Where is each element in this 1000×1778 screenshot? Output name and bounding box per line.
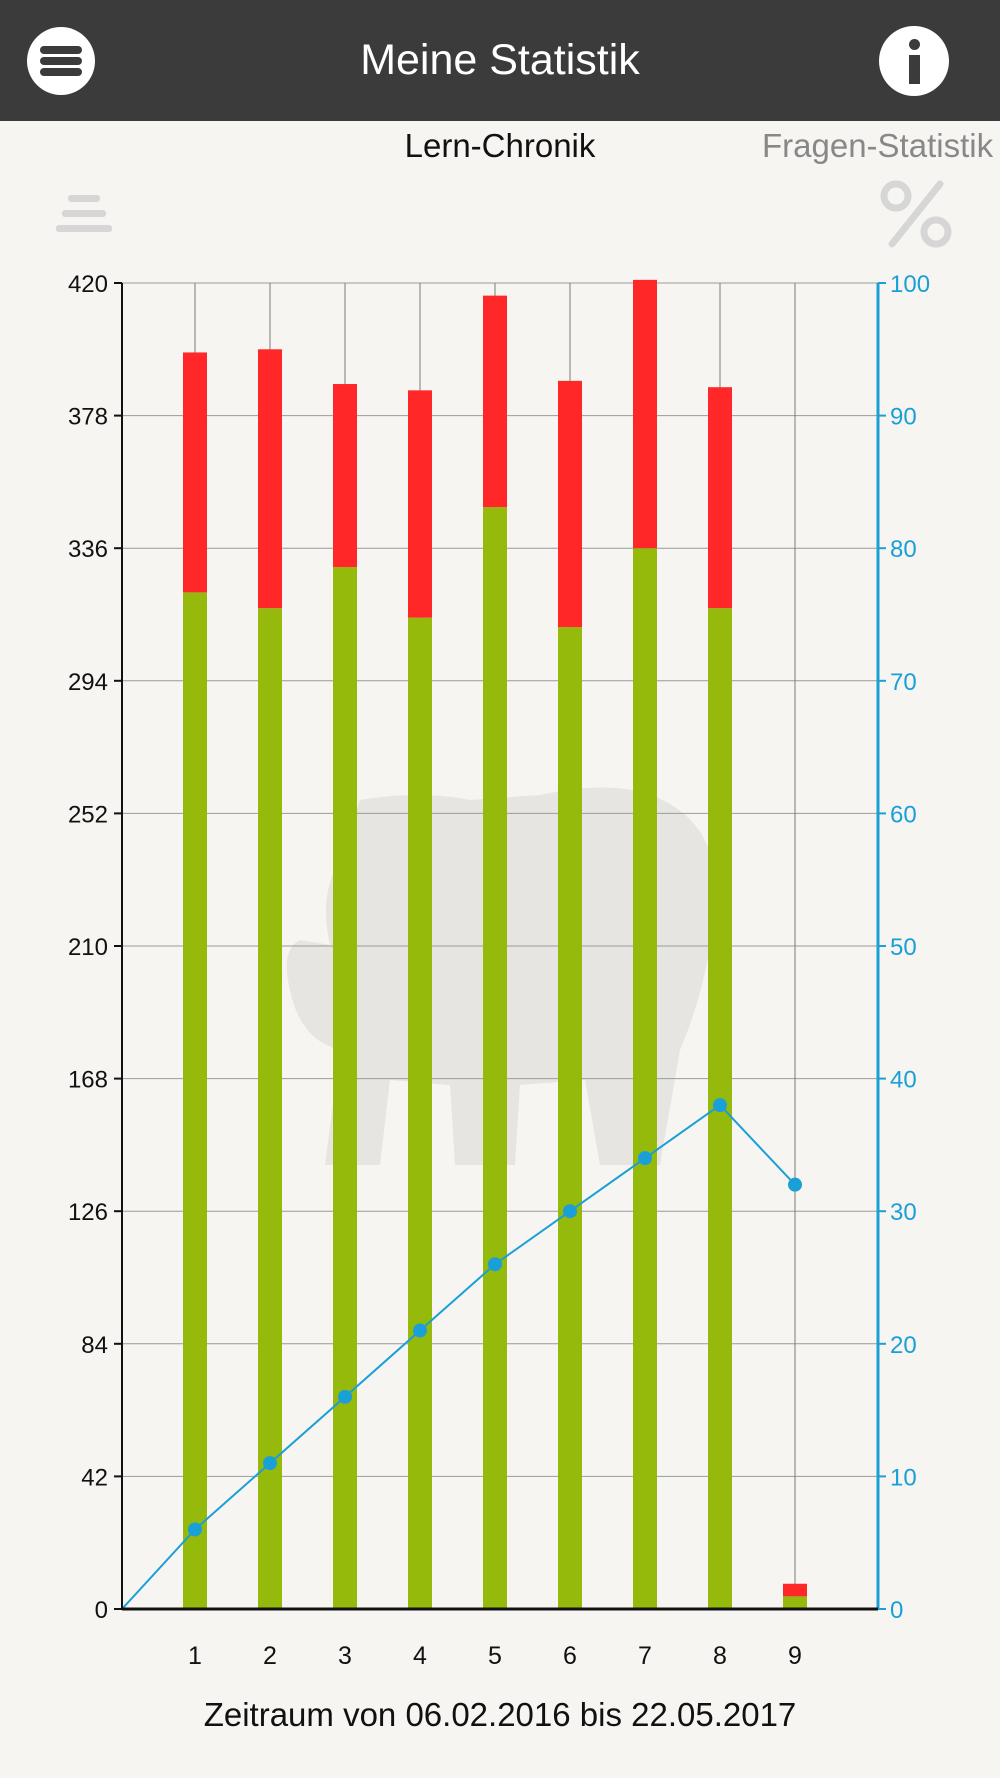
x-tick-label: 5 — [488, 1642, 502, 1670]
bar-correct-7 — [633, 548, 657, 1610]
line-point-8 — [713, 1098, 727, 1113]
bar-wrong-6 — [558, 380, 582, 628]
y-tick-label-left: 336 — [68, 536, 108, 563]
bar-wrong-7 — [633, 279, 657, 549]
y-tick-label-right: 100 — [890, 271, 930, 298]
bar-correct-3 — [333, 567, 357, 1610]
y-tick-label-right: 50 — [890, 934, 917, 961]
y-tick-label-left: 420 — [68, 271, 108, 298]
y-tick-label-right: 0 — [890, 1597, 903, 1624]
line-series — [121, 1103, 796, 1610]
y-tick-label-right: 10 — [890, 1464, 917, 1491]
bar-correct-2 — [258, 608, 282, 1609]
chart: 0428412616821025229433637842001020304050… — [68, 271, 930, 1670]
line-point-6 — [563, 1204, 577, 1219]
y-tick-label-right: 20 — [890, 1332, 917, 1359]
x-tick-label: 9 — [788, 1642, 802, 1670]
y-tick-label-left: 42 — [81, 1464, 108, 1491]
y-tick-label-left: 84 — [81, 1332, 108, 1359]
x-tick-label: 7 — [638, 1642, 652, 1670]
list-icon[interactable] — [56, 193, 112, 235]
bar-wrong-9 — [783, 1583, 807, 1597]
tab-lern-chronik[interactable]: Lern-Chronik — [404, 127, 596, 164]
y-tick-label-right: 30 — [890, 1199, 917, 1226]
app-header: Meine Statistik — [0, 0, 1000, 121]
bar-wrong-8 — [708, 387, 732, 609]
bar-wrong-2 — [258, 349, 282, 609]
x-tick-label: 3 — [338, 1642, 352, 1670]
bar-wrong-3 — [333, 384, 357, 568]
bar-correct-9 — [783, 1596, 807, 1609]
y-tick-label-left: 168 — [68, 1067, 108, 1094]
bar-wrong-4 — [408, 390, 432, 618]
y-tick-label-left: 252 — [68, 801, 108, 828]
bar-wrong-1 — [183, 352, 207, 593]
line-point-1 — [188, 1522, 202, 1537]
y-tick-label-left: 126 — [68, 1199, 108, 1226]
chart-x-axis-label: Zeitraum von 06.02.2016 bis 22.05.2017 — [203, 1696, 797, 1733]
y-tick-label-left: 0 — [95, 1597, 108, 1624]
y-tick-label-right: 70 — [890, 669, 917, 696]
x-tick-label: 1 — [188, 1642, 202, 1670]
y-tick-label-left: 210 — [68, 934, 108, 961]
page-title: Meine Statistik — [360, 36, 640, 84]
y-tick-label-left: 294 — [68, 669, 108, 696]
bar-correct-5 — [483, 507, 507, 1610]
line-point-3 — [338, 1389, 352, 1404]
x-tick-label: 4 — [413, 1642, 427, 1670]
line-point-7 — [638, 1151, 652, 1166]
bar-correct-6 — [558, 627, 582, 1609]
line-point-9 — [788, 1177, 802, 1192]
x-tick-label: 2 — [263, 1642, 277, 1670]
line-point-4 — [413, 1323, 427, 1338]
tab-fragen-statistik[interactable]: Fragen-Statistik — [762, 127, 994, 164]
y-tick-label-right: 40 — [890, 1067, 917, 1094]
y-tick-label-right: 90 — [890, 404, 917, 431]
bar-wrong-5 — [483, 295, 507, 508]
line-point-2 — [263, 1456, 277, 1471]
y-tick-label-right: 80 — [890, 536, 917, 563]
bar-correct-1 — [183, 592, 207, 1609]
x-tick-label: 6 — [563, 1642, 577, 1670]
y-tick-label-right: 60 — [890, 801, 917, 828]
hamburger-menu-icon[interactable] — [27, 27, 95, 95]
line-point-5 — [488, 1257, 502, 1272]
info-icon[interactable] — [879, 26, 949, 96]
y-tick-label-left: 378 — [68, 404, 108, 431]
percent-icon[interactable] — [878, 178, 954, 250]
x-tick-label: 8 — [713, 1642, 727, 1670]
bar-correct-4 — [408, 617, 432, 1609]
